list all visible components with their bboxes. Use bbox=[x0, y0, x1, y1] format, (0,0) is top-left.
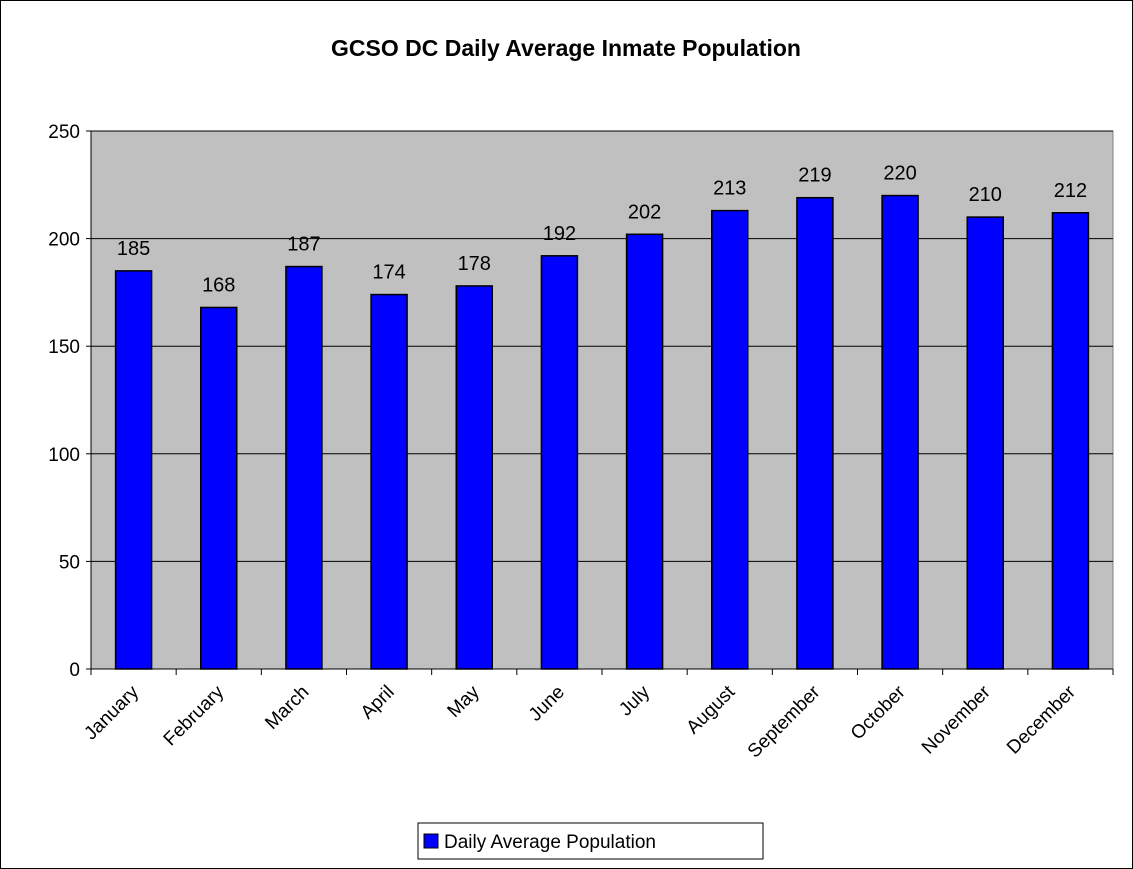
x-tick-label: January bbox=[80, 681, 143, 744]
legend: Daily Average Population bbox=[417, 822, 764, 860]
y-tick-label: 200 bbox=[48, 230, 80, 251]
legend-swatch bbox=[423, 833, 439, 849]
data-label: 174 bbox=[372, 262, 405, 284]
data-label: 219 bbox=[798, 165, 831, 187]
x-tick-label: August bbox=[683, 681, 740, 738]
bar-november bbox=[966, 216, 1004, 670]
bar-december bbox=[1051, 212, 1090, 670]
data-label: 187 bbox=[287, 234, 320, 256]
bars bbox=[114, 194, 1090, 670]
x-tick-label: June bbox=[525, 682, 569, 726]
legend-box bbox=[417, 822, 764, 860]
bar-august bbox=[711, 209, 749, 670]
y-tick-label: 150 bbox=[48, 337, 80, 358]
x-tick-label: December bbox=[1003, 681, 1080, 758]
x-tick-label: March bbox=[261, 682, 313, 734]
bar-january bbox=[114, 270, 153, 670]
bar-july bbox=[625, 233, 664, 670]
bar-may bbox=[455, 285, 493, 670]
data-label: 178 bbox=[458, 253, 491, 275]
data-label: 210 bbox=[969, 184, 1002, 206]
legend-label: Daily Average Population bbox=[444, 832, 656, 853]
x-tick-label: July bbox=[615, 681, 654, 720]
data-label: 185 bbox=[117, 238, 150, 260]
y-tick-label: 100 bbox=[48, 445, 80, 466]
bar-june bbox=[540, 255, 579, 670]
data-label: 212 bbox=[1054, 180, 1087, 202]
y-tick-label: 50 bbox=[59, 552, 80, 573]
data-label: 220 bbox=[883, 163, 916, 185]
x-tick-label: November bbox=[918, 681, 995, 758]
data-label: 192 bbox=[543, 223, 576, 245]
chart-title: GCSO DC Daily Average Inmate Population bbox=[331, 35, 801, 61]
data-label: 168 bbox=[202, 274, 235, 296]
bar-october bbox=[881, 194, 919, 670]
x-tick-label: February bbox=[160, 681, 229, 750]
bar-september bbox=[796, 196, 834, 670]
data-label: 213 bbox=[713, 178, 746, 200]
gridlines bbox=[91, 130, 1113, 562]
x-tick-label: September bbox=[744, 681, 825, 762]
data-labels: 185 168 187 174 178 192 202 213 219 220 210 212 bbox=[117, 163, 1087, 297]
x-tick-label: October bbox=[847, 681, 910, 744]
x-tick-label: May bbox=[444, 681, 485, 722]
bar-february bbox=[200, 306, 238, 670]
y-tick-label: 0 bbox=[69, 660, 80, 681]
bar-april bbox=[370, 293, 408, 670]
bar-march bbox=[285, 265, 323, 670]
y-tick-label: 250 bbox=[48, 122, 80, 143]
data-label: 202 bbox=[628, 201, 661, 223]
x-tick-label: April bbox=[357, 682, 399, 724]
plot-area bbox=[90, 130, 1114, 670]
